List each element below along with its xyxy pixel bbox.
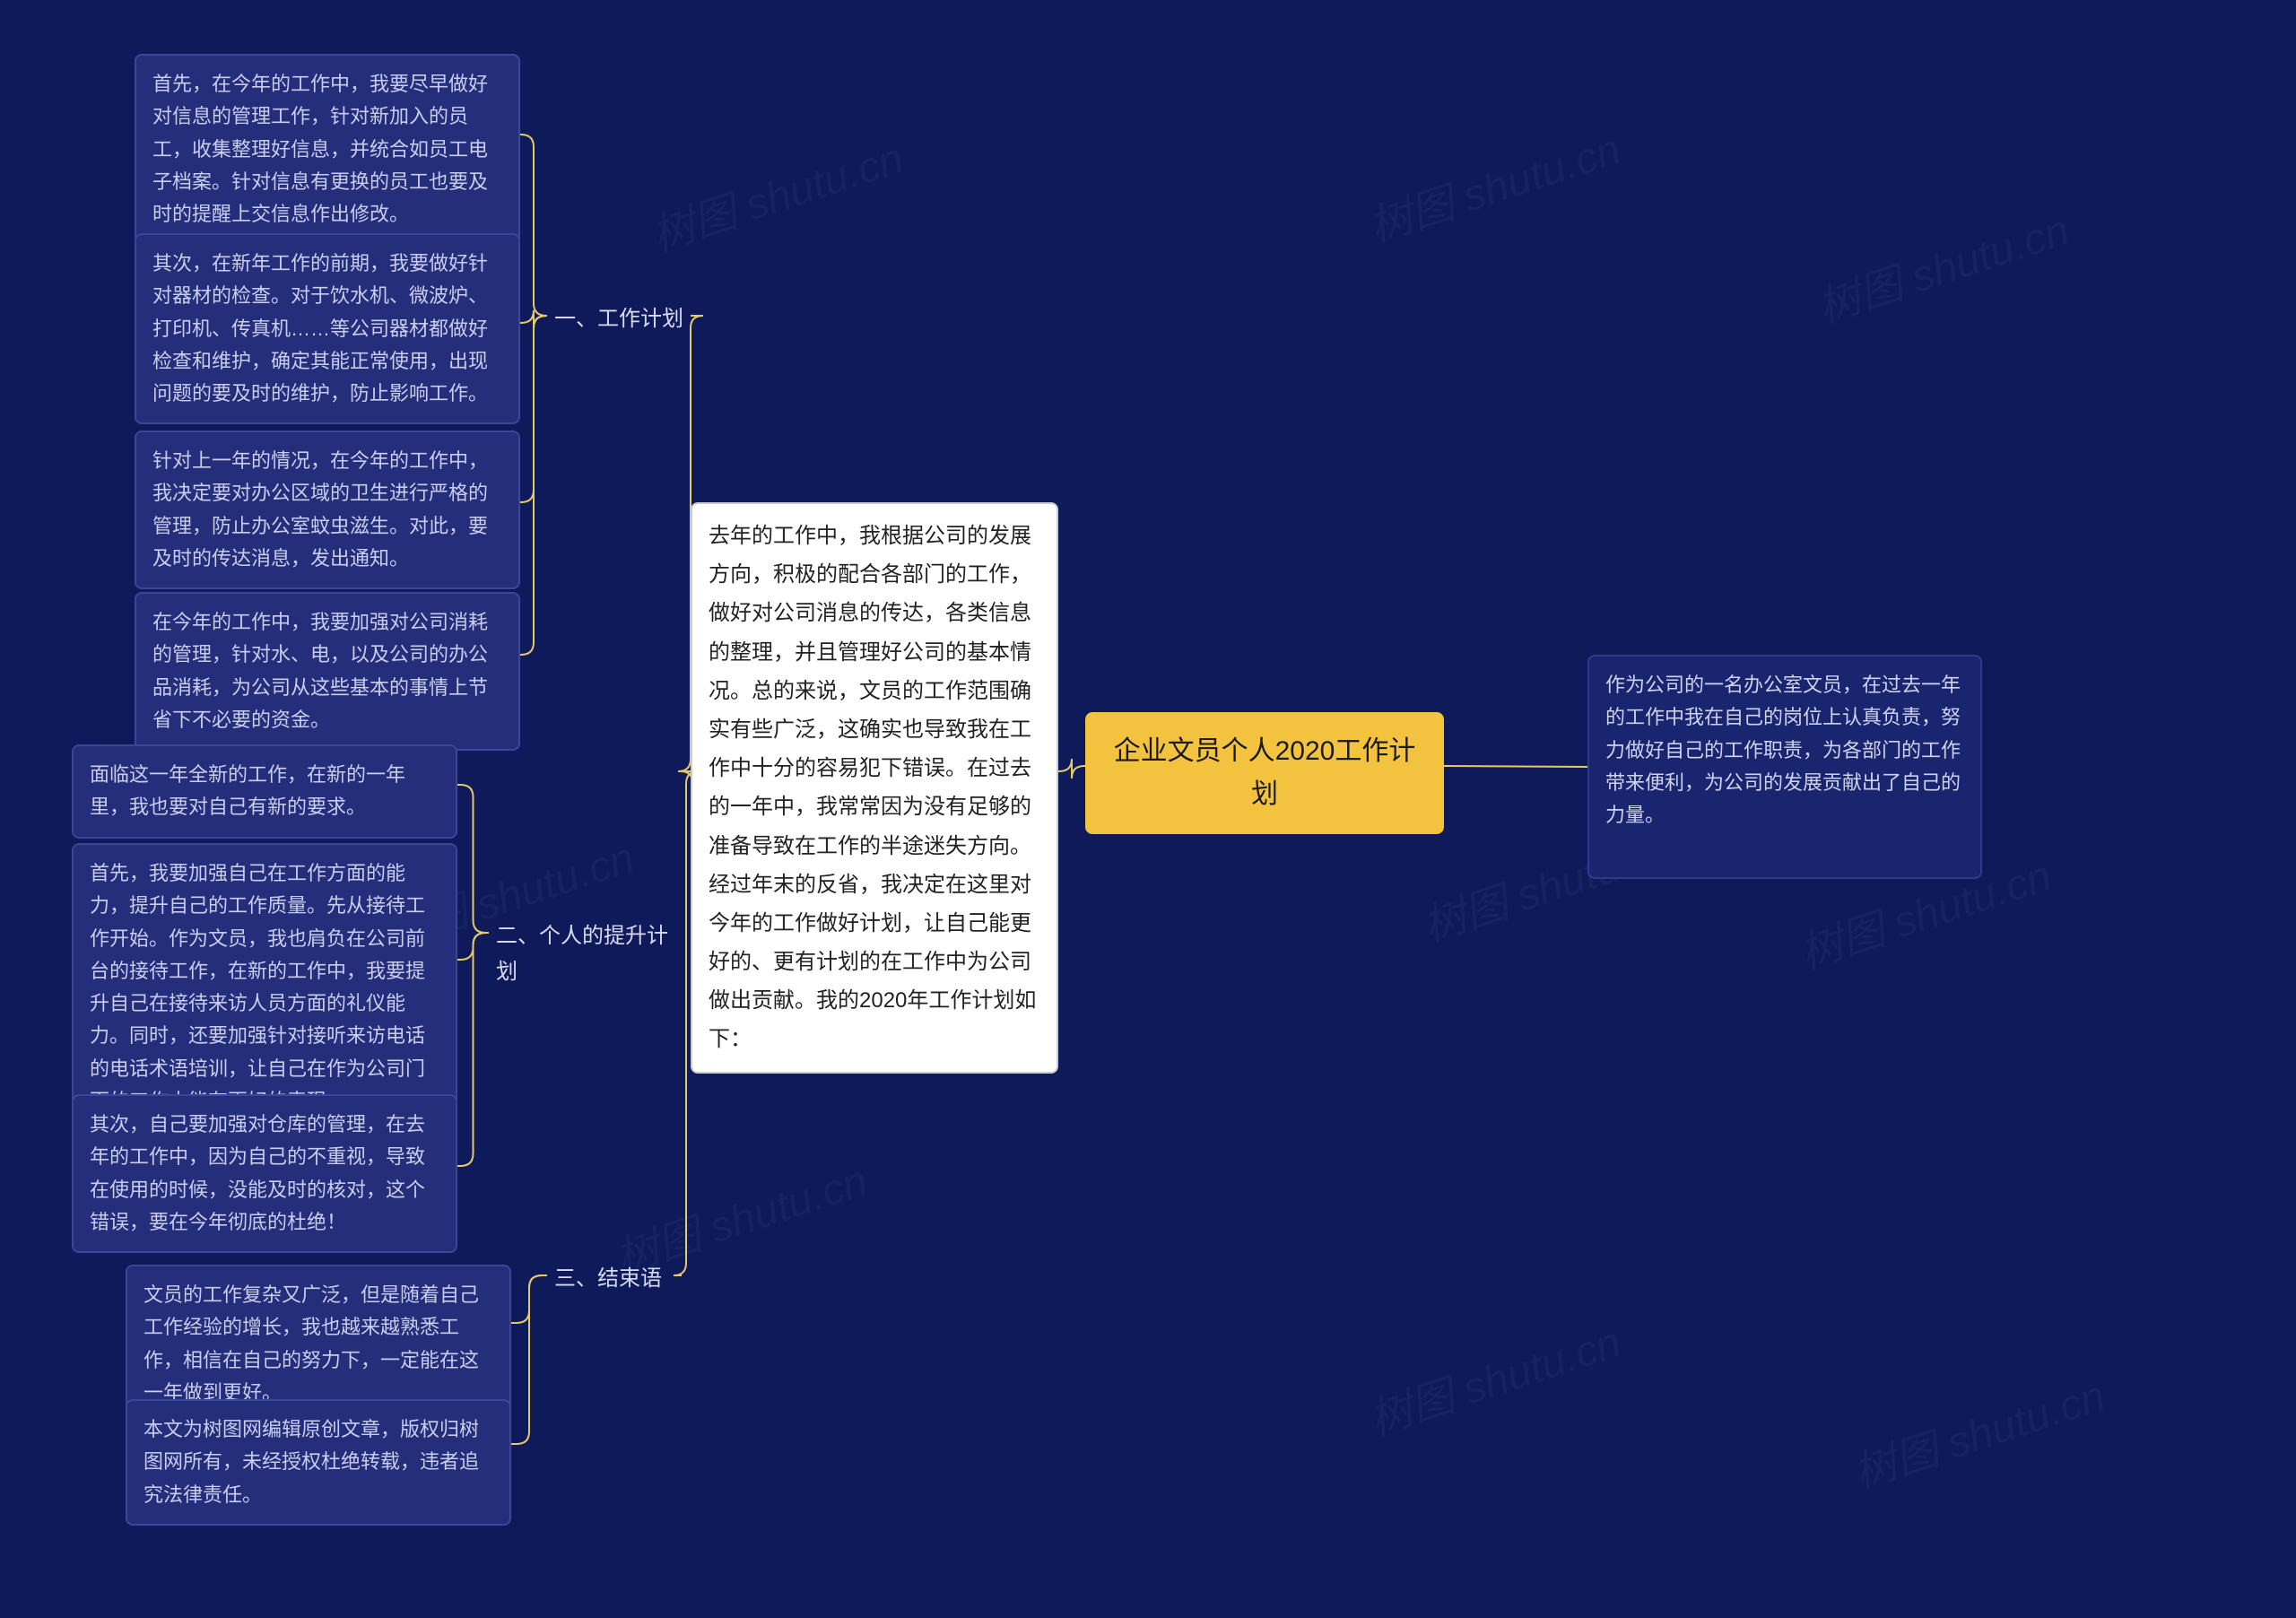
connector	[1444, 766, 1587, 767]
branch-1[interactable]: 一、工作计划	[547, 296, 691, 343]
watermark: 树图 shutu.cn	[1808, 195, 2075, 335]
connector	[520, 316, 547, 655]
leaf-2-3: 其次，自己要加强对仓库的管理，在去年的工作中，因为自己的不重视，导致在使用的时候…	[72, 1094, 457, 1253]
connector	[511, 1275, 547, 1444]
connector	[457, 785, 489, 933]
watermark: 树图 shutu.cn	[1360, 1307, 1627, 1447]
side-note: 作为公司的一名办公室文员，在过去一年的工作中我在自己的岗位上认真负责，努力做好自…	[1587, 655, 1982, 879]
leaf-1-2: 其次，在新年工作的前期，我要做好针对器材的检查。对于饮水机、微波炉、打印机、传真…	[135, 233, 520, 424]
watermark: 树图 shutu.cn	[1360, 114, 1627, 254]
leaf-1-4: 在今年的工作中，我要加强对公司消耗的管理，针对水、电，以及公司的办公品消耗，为公…	[135, 592, 520, 751]
watermark: 树图 shutu.cn	[642, 123, 909, 263]
branch-3[interactable]: 三、结束语	[547, 1256, 682, 1302]
connector	[520, 310, 547, 328]
connector	[520, 135, 547, 316]
leaf-2-1: 面临这一年全新的工作，在新的一年里，我也要对自己有新的要求。	[72, 744, 457, 839]
leaf-1-3: 针对上一年的情况，在今年的工作中，我决定要对办公区域的卫生进行严格的管理，防止办…	[135, 431, 520, 589]
leaf-2-2: 首先，我要加强自己在工作方面的能力，提升自己的工作质量。先从接待工作开始。作为文…	[72, 843, 457, 1132]
context-node: 去年的工作中，我根据公司的发展方向，积极的配合各部门的工作，做好对公司消息的传达…	[691, 502, 1058, 1074]
connector	[457, 933, 489, 960]
connector	[457, 933, 489, 1166]
connector	[1058, 759, 1085, 779]
root-node[interactable]: 企业文员个人2020工作计划	[1085, 712, 1444, 834]
leaf-3-2: 本文为树图网编辑原创文章，版权归树图网所有，未经授权杜绝转载，违者追究法律责任。	[126, 1399, 511, 1526]
connector	[511, 1275, 547, 1323]
branch-2[interactable]: 二、个人的提升计划	[489, 913, 695, 995]
connector	[520, 316, 547, 502]
watermark: 树图 shutu.cn	[1844, 1361, 2111, 1501]
leaf-1-1: 首先，在今年的工作中，我要尽早做好对信息的管理工作，针对新加入的员工，收集整理好…	[135, 54, 520, 245]
